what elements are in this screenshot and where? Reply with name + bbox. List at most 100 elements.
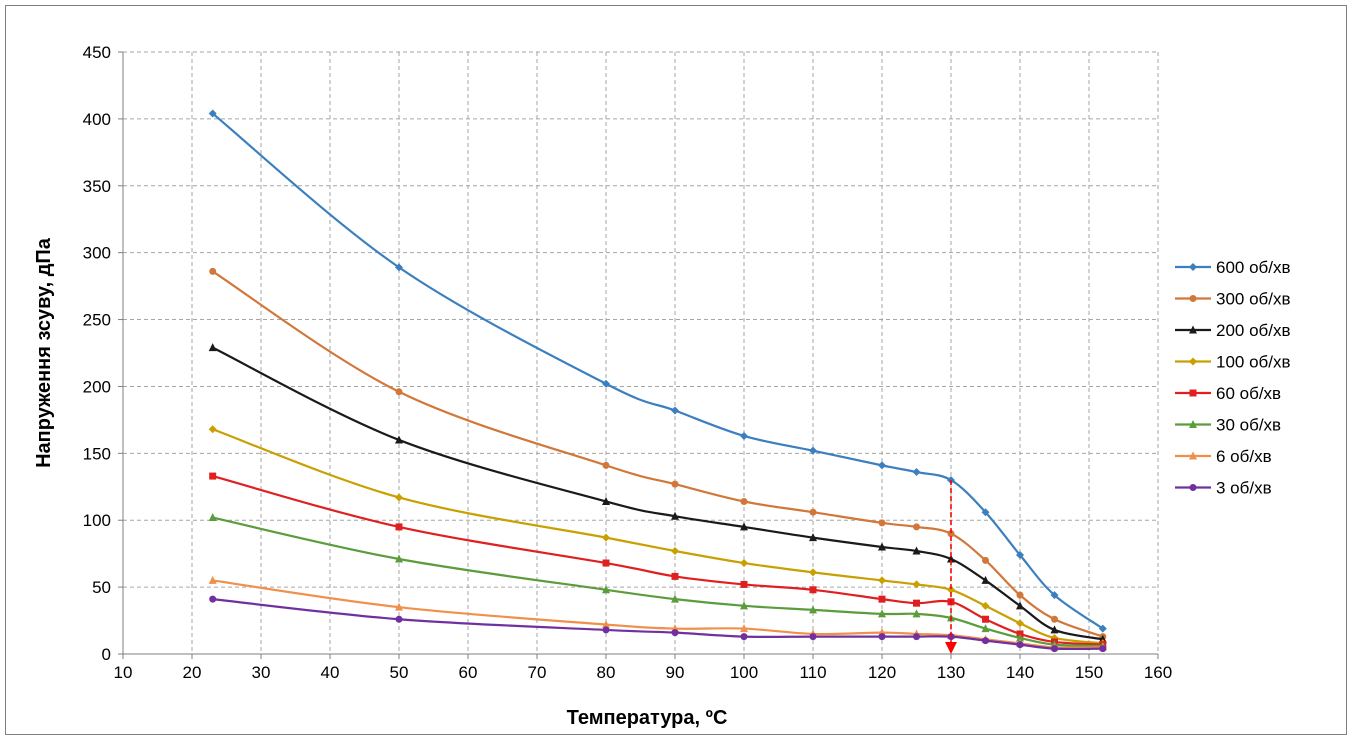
data-point — [208, 575, 217, 584]
x-tick-label: 110 — [799, 663, 826, 682]
grid-lines — [123, 51, 1159, 654]
x-tick-label: 140 — [1006, 663, 1034, 682]
data-point — [981, 575, 990, 584]
x-tick-label: 80 — [597, 663, 616, 682]
data-point — [878, 519, 886, 527]
data-point — [1016, 633, 1024, 642]
series-line — [211, 112, 1104, 630]
annotation-arrowhead — [945, 642, 957, 654]
series-group — [208, 109, 1107, 653]
data-point — [740, 633, 748, 641]
series-line — [212, 346, 1104, 641]
x-tick-label: 20 — [183, 663, 202, 682]
x-tick-label: 70 — [528, 663, 547, 682]
data-point — [209, 472, 217, 480]
data-point — [395, 493, 403, 502]
data-point — [1098, 624, 1107, 633]
x-tick-label: 60 — [459, 663, 478, 682]
data-point — [671, 546, 679, 555]
annotation-group — [945, 480, 957, 654]
data-point — [208, 109, 217, 118]
x-axis-ticks: 10 20 30 40 50 60 70 80 90 100 110 120 130 140 150 160 — [114, 654, 1172, 682]
data-point — [1016, 591, 1024, 599]
data-point — [982, 615, 989, 623]
data-point — [878, 595, 886, 603]
legend-label: 30 об/хв — [1216, 416, 1281, 435]
data-point — [1050, 625, 1059, 634]
data-point — [395, 554, 403, 563]
data-point — [878, 609, 886, 618]
legend-label: 600 об/хв — [1216, 258, 1291, 277]
data-point — [912, 546, 921, 555]
y-tick-label: 300 — [83, 244, 111, 263]
data-point — [740, 559, 748, 568]
y-tick-label: 250 — [83, 311, 111, 330]
y-tick-label: 400 — [83, 110, 111, 129]
data-point — [981, 624, 990, 633]
data-point — [602, 496, 610, 505]
data-point — [1099, 645, 1107, 653]
data-point — [1016, 601, 1024, 610]
legend-item: 30 об/хв — [1175, 416, 1281, 435]
series-600-line-group — [208, 109, 1107, 633]
data-point — [912, 468, 921, 477]
y-tick-label: 350 — [83, 177, 111, 196]
y-tick-label: 0 — [102, 645, 111, 664]
data-point — [878, 633, 886, 641]
data-point — [981, 508, 990, 517]
legend-label: 6 об/хв — [1216, 447, 1272, 466]
data-point — [1016, 551, 1024, 560]
data-point — [671, 406, 679, 415]
series-line — [212, 475, 1103, 646]
data-point — [913, 523, 920, 531]
legend-swatch-marker — [1189, 484, 1197, 491]
series-line — [212, 598, 1103, 651]
data-point — [209, 595, 217, 603]
legend-label: 100 об/хв — [1216, 353, 1291, 372]
legend-swatch-marker — [1189, 420, 1197, 428]
legend-swatch-marker — [1189, 263, 1197, 271]
y-tick-label: 150 — [83, 444, 111, 463]
y-tick-label: 450 — [83, 43, 111, 62]
x-tick-label: 30 — [252, 663, 271, 682]
legend-label: 200 об/хв — [1216, 321, 1291, 340]
legend-item: 3 об/хв — [1175, 479, 1272, 498]
legend-swatch-marker — [1189, 357, 1197, 366]
data-point — [602, 379, 610, 388]
data-point — [209, 267, 217, 275]
data-point — [671, 572, 679, 580]
data-point — [740, 522, 748, 531]
data-point — [809, 586, 817, 594]
axes — [122, 52, 1158, 655]
data-point — [1050, 591, 1059, 600]
data-point — [602, 585, 610, 594]
data-point — [740, 580, 748, 588]
x-tick-label: 10 — [114, 663, 133, 682]
legend-label: 3 об/хв — [1216, 479, 1272, 498]
data-point — [1016, 619, 1024, 628]
data-point — [1051, 615, 1058, 623]
x-tick-label: 100 — [730, 663, 758, 682]
legend-item: 200 об/хв — [1175, 321, 1291, 340]
data-point — [913, 599, 920, 607]
series-3-line-group — [209, 595, 1107, 653]
data-point — [1051, 645, 1058, 653]
x-tick-label: 40 — [321, 663, 340, 682]
legend-label: 60 об/хв — [1216, 384, 1281, 403]
x-tick-label: 50 — [390, 663, 409, 682]
data-point — [208, 343, 217, 352]
data-point — [809, 533, 817, 542]
legend-item: 300 об/хв — [1175, 290, 1291, 309]
series-line — [212, 270, 1104, 638]
data-point — [740, 431, 748, 440]
y-tick-label: 50 — [92, 578, 111, 597]
data-point — [671, 480, 679, 488]
data-point — [208, 425, 217, 434]
legend-swatch-marker — [1189, 389, 1197, 397]
data-point — [878, 576, 886, 585]
data-point — [809, 446, 817, 455]
data-point — [913, 633, 920, 641]
data-point — [740, 497, 748, 505]
data-point — [981, 601, 990, 610]
